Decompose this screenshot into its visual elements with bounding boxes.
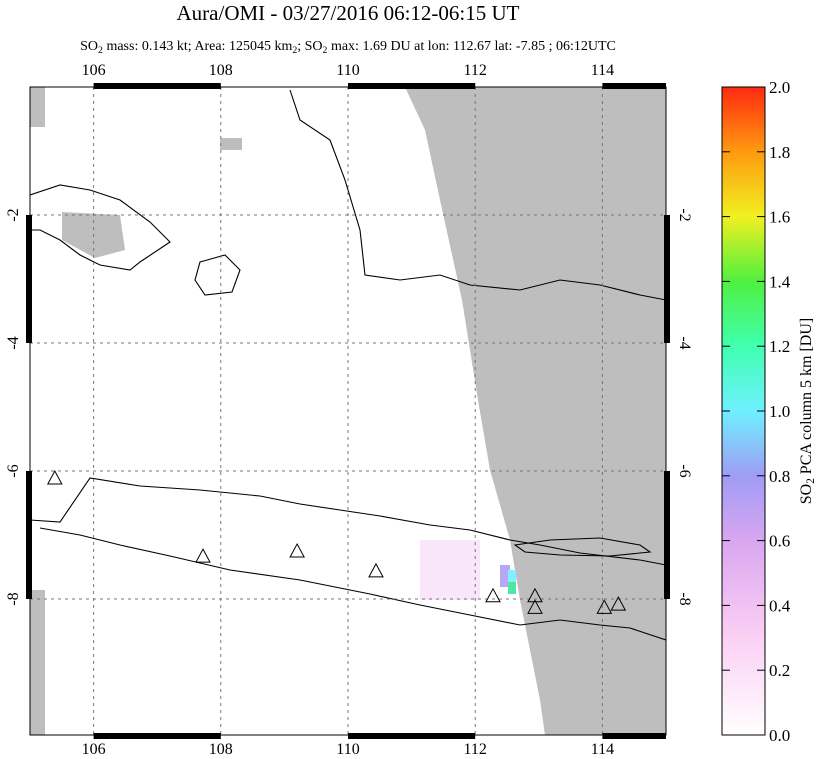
frame-segment — [602, 733, 666, 739]
subscript: 2 — [98, 45, 103, 56]
frame-segment — [26, 215, 32, 343]
colorbar-tick-label: 1.6 — [769, 208, 790, 227]
lat-label: -4 — [5, 336, 22, 349]
subscript: 2 — [805, 478, 817, 484]
lon-label: 108 — [209, 62, 233, 79]
colorbar-tick-label: 0.6 — [769, 532, 790, 551]
no-data — [220, 138, 242, 150]
coastline — [289, 89, 666, 301]
lon-label: 106 — [82, 62, 106, 79]
lon-label: 110 — [336, 62, 359, 79]
colorbar-tick-label: 0.4 — [769, 596, 791, 615]
no-data — [30, 590, 45, 735]
colorbar-tick-label: 1.2 — [769, 337, 790, 356]
lat-label: -2 — [676, 208, 693, 221]
no-data — [405, 87, 666, 735]
volcano — [485, 587, 501, 603]
frame-segment — [664, 471, 670, 599]
volcano — [596, 599, 613, 614]
text-part: ; SO — [297, 39, 322, 54]
coastline — [194, 254, 241, 296]
lon-label: 112 — [463, 741, 486, 758]
lon-label: 110 — [336, 741, 359, 758]
subscript: 2 — [323, 45, 328, 56]
so2-spot — [508, 582, 516, 594]
colorbar-tick-label: 2.0 — [769, 78, 790, 97]
frame-segment — [26, 471, 32, 599]
lat-label: -8 — [5, 592, 22, 605]
lon-label: 106 — [82, 741, 106, 758]
volcano — [527, 587, 543, 603]
lat-label: -8 — [676, 592, 693, 605]
so2-spot — [500, 565, 510, 587]
text-part: SO — [798, 484, 815, 504]
no-data — [30, 87, 45, 127]
volcano — [610, 596, 627, 611]
volcano — [289, 542, 305, 558]
frame-segment — [602, 83, 666, 89]
frame-segment — [93, 83, 221, 89]
lon-label: 114 — [591, 62, 614, 79]
volcano — [46, 469, 63, 485]
text-part: SO — [80, 39, 98, 54]
lon-label: 112 — [463, 62, 486, 79]
volcano — [195, 548, 211, 563]
colorbar-tick-label: 1.8 — [769, 143, 790, 162]
text-part: mass: 0.143 kt; Area: 125045 km — [103, 39, 292, 54]
frame-segment — [664, 215, 670, 343]
colorbar-tick-label: 1.4 — [769, 272, 791, 291]
map-area — [30, 87, 666, 735]
colorbar-tick-label: 0.8 — [769, 467, 790, 486]
colorbar-tick-label: 0.0 — [769, 726, 790, 745]
lat-label: -6 — [676, 464, 693, 477]
lon-label: 114 — [591, 741, 614, 758]
colorbar-tick-label: 0.2 — [769, 661, 790, 680]
frame-segment — [93, 733, 221, 739]
lat-label: -4 — [676, 336, 693, 349]
subtitle: SO2 mass: 0.143 kt; Area: 125045 km2; SO… — [80, 39, 616, 56]
frame-segment — [348, 733, 476, 739]
lat-label: -6 — [5, 464, 22, 477]
subscript: 2 — [292, 45, 297, 56]
coastline — [513, 537, 652, 557]
lat-label: -2 — [5, 208, 22, 221]
frame-segment — [348, 83, 476, 89]
so2-spot — [508, 570, 516, 582]
so2-haze — [420, 540, 480, 600]
title: Aura/OMI - 03/27/2016 06:12-06:15 UT — [177, 1, 520, 25]
volcano — [527, 599, 543, 614]
text-part: PCA column 5 km [DU] — [798, 318, 815, 478]
colorbar-label: SO2 PCA column 5 km [DU] — [798, 318, 817, 505]
lon-label: 108 — [209, 741, 233, 758]
coastline — [30, 184, 171, 271]
colorbar-tick-label: 1.0 — [769, 402, 790, 421]
text-part: max: 1.69 DU at lon: 112.67 lat: -7.85 ;… — [327, 39, 615, 54]
volcano — [368, 562, 384, 578]
